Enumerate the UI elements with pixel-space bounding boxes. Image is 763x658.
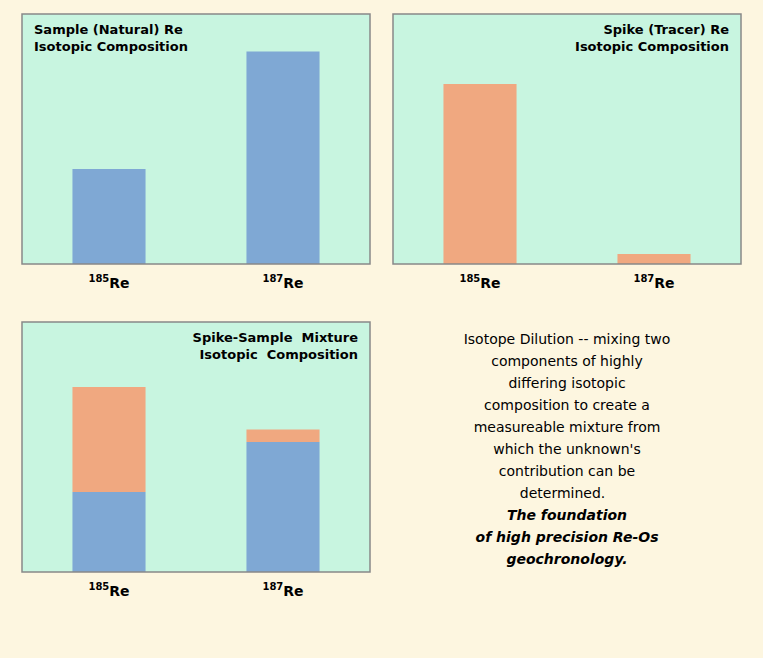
panel-title: Sample (Natural) Re Isotopic Composition: [34, 22, 188, 54]
annotation: components of highly: [491, 353, 643, 369]
element-symbol: Re: [654, 275, 674, 291]
bars: [72, 52, 319, 265]
mass-number: 187: [262, 273, 283, 284]
frame: [393, 14, 741, 264]
frame: [22, 322, 370, 572]
annotation: differing isotopic: [508, 375, 625, 391]
bar-segment: [72, 492, 145, 572]
title-line: Isotopic Composition: [575, 39, 729, 54]
element-symbol: Re: [109, 583, 129, 599]
bar-segment: [72, 169, 145, 170]
element-symbol: Re: [480, 275, 500, 291]
annotation: geochronology.: [506, 551, 627, 567]
category-label: 185Re: [459, 273, 500, 291]
element-symbol: Re: [109, 275, 129, 291]
category-label: 187Re: [262, 581, 303, 599]
annotation: of high precision Re-Os: [476, 529, 659, 545]
element-symbol: Re: [283, 275, 303, 291]
title-line: Isotopic Composition: [200, 347, 358, 362]
title-line: Sample (Natural) Re: [34, 22, 183, 37]
panel-title: Spike (Tracer) Re Isotopic Composition: [575, 22, 729, 54]
annotation: composition to create a: [484, 397, 650, 413]
bar-segment: [443, 84, 516, 264]
panel: 185Re187ReSample (Natural) ReIsotopic Co…: [22, 14, 370, 291]
title-line: Spike-Sample Mixture: [193, 330, 359, 345]
mass-number: 187: [262, 581, 283, 592]
title-line: Isotopic Composition: [34, 39, 188, 54]
plot-area: [22, 322, 370, 572]
bars: [72, 387, 319, 572]
bar-segment: [246, 52, 319, 265]
annotation: Isotope Dilution -- mixing two: [464, 331, 671, 347]
bar-segment: [617, 254, 690, 264]
mass-number: 187: [633, 273, 654, 284]
figure: 185Re187ReSample (Natural) ReIsotopic Co…: [0, 0, 763, 658]
bars: [443, 84, 690, 264]
mass-number: 185: [459, 273, 480, 284]
panel: 185Re187ReSpike-Sample MixtureIsotopic C…: [22, 322, 370, 599]
annotation: The foundation: [507, 507, 627, 523]
bar-segment: [246, 442, 319, 572]
bar-segment: [246, 51, 319, 52]
mass-number: 185: [88, 273, 109, 284]
annotation: contribution can be: [499, 463, 635, 479]
bar-segment: [72, 169, 145, 264]
category-label: 187Re: [262, 273, 303, 291]
background: [0, 0, 763, 658]
mass-number: 185: [88, 581, 109, 592]
panel-title: Spike-Sample Mixture Isotopic Composition: [193, 330, 359, 362]
plot-area: [22, 14, 370, 264]
text-block: Isotope Dilution -- mixing two components…: [464, 331, 671, 567]
element-symbol: Re: [283, 583, 303, 599]
category-label: 185Re: [88, 581, 129, 599]
bar-segment: [72, 387, 145, 492]
frame: [22, 14, 370, 264]
category-label: 187Re: [633, 273, 674, 291]
annotation: which the unknown's: [493, 441, 640, 457]
panel: 185Re187ReSpike (Tracer) ReIsotopic Comp…: [393, 14, 741, 291]
plot-area: [393, 14, 741, 264]
category-label: 185Re: [88, 273, 129, 291]
bar-segment: [246, 430, 319, 443]
annotation: determined.: [520, 485, 614, 501]
title-line: Spike (Tracer) Re: [603, 22, 729, 37]
annotation: measureable mixture from: [474, 419, 661, 435]
